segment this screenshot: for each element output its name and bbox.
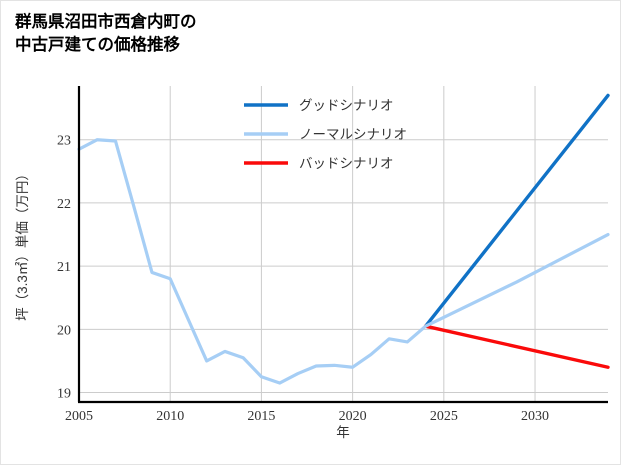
legend-label: グッドシナリオ: [299, 98, 394, 113]
y-tick-label: 21: [57, 260, 71, 275]
y-tick-label: 23: [57, 134, 71, 149]
x-tick-label: 2030: [521, 409, 549, 424]
x-axis-title: 年: [336, 425, 350, 440]
legend-label: バッドシナリオ: [299, 156, 394, 171]
gridlines: [78, 86, 608, 402]
tick-labels: 19 20 21 22 23 2005 2010 2015 2020 2025 2030: [57, 134, 549, 424]
x-tick-label: 2015: [247, 409, 275, 424]
series-line-normal: [77, 138, 610, 385]
series-line-bad: [423, 324, 610, 369]
y-axis-title: 坪（3.3㎡）単価（万円）: [15, 167, 30, 321]
chart-title: 群馬県沼田市西倉内町の 中古戸建ての価格推移: [15, 13, 197, 55]
x-tick-label: 2005: [65, 409, 93, 424]
y-tick-label: 20: [57, 323, 71, 338]
x-tick-label: 2025: [430, 409, 458, 424]
axes: [77, 86, 608, 404]
x-tick-label: 2010: [156, 409, 184, 424]
series-group: [77, 93, 610, 385]
y-tick-label: 22: [57, 197, 71, 212]
x-tick-label: 2020: [339, 409, 367, 424]
y-tick-label: 19: [57, 387, 71, 402]
series-line-good: [423, 93, 610, 328]
legend-label: ノーマルシナリオ: [299, 127, 407, 142]
